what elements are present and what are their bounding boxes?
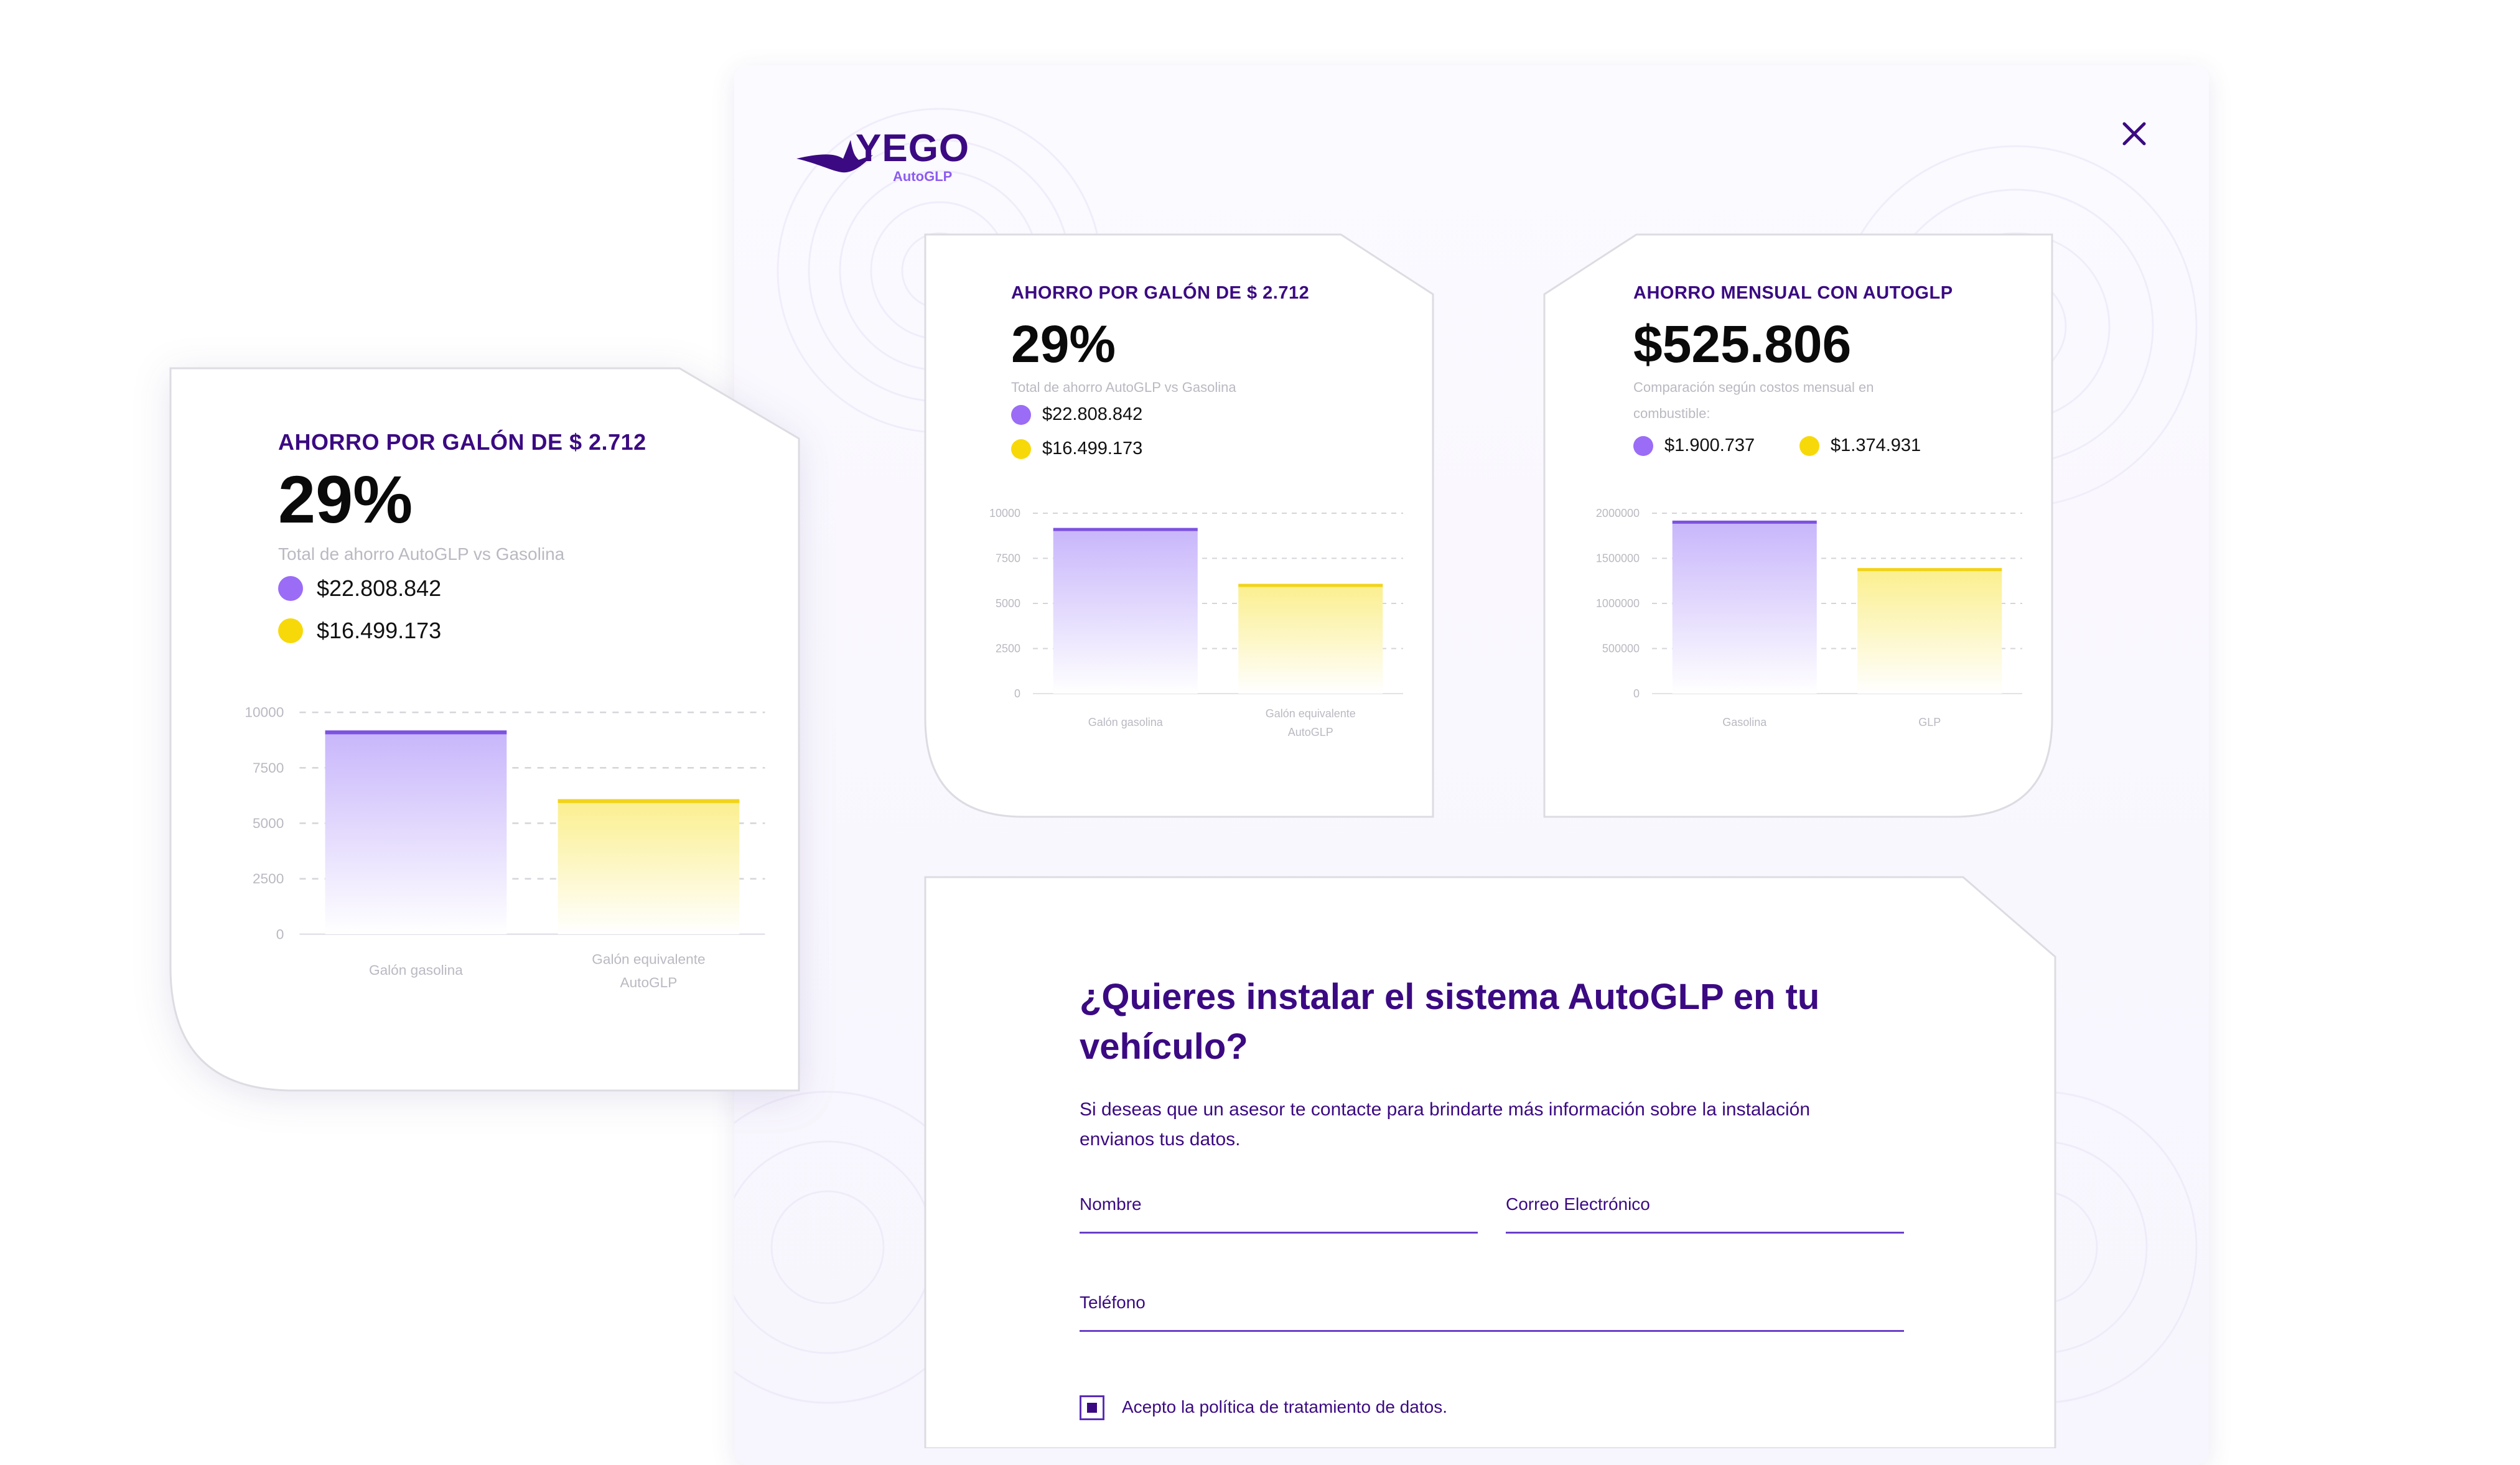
email-input[interactable] <box>1506 1208 1906 1229</box>
y-tick-label: 0 <box>276 926 284 942</box>
legend-glp: $1.374.931 <box>1799 435 1921 456</box>
bar-1 <box>558 801 740 934</box>
card-title: AHORRO MENSUAL CON AUTOGLP <box>1633 283 1953 303</box>
y-tick-label: 5000 <box>253 816 284 831</box>
x-tick-label: Gasolina <box>1722 716 1767 728</box>
card-title: AHORRO POR GALÓN DE $ 2.712 <box>1011 283 1310 303</box>
bar-chart: 0 2500 5000 7500 10000 Galón gasolina Galón eq… <box>245 705 765 990</box>
card-big-value: $525.806 <box>1633 315 1852 373</box>
legend-dot-yellow <box>1799 435 1819 456</box>
y-tick-label: 0 <box>1014 687 1020 700</box>
bar-0 <box>325 732 507 934</box>
x-tick-label: Galón equivalente AutoGLP <box>592 951 705 990</box>
card-big-value: 29% <box>1011 315 1116 373</box>
x-tick-label: Galón gasolina <box>1088 716 1164 728</box>
bar-chart: 0 500000 1000000 1500000 2000000 Gasolina GLP <box>1596 507 2022 728</box>
legend-dot-yellow <box>1011 439 1031 459</box>
bar-0 <box>1672 522 1817 694</box>
legend-dot-purple <box>1011 404 1031 425</box>
y-tick-label: 10000 <box>245 705 284 720</box>
gallon-savings-card: AHORRO POR GALÓN DE $ 2.712 29% Total de… <box>924 233 1434 818</box>
checkbox-check-icon <box>1087 1403 1097 1413</box>
gallon-savings-card-floating: AHORRO POR GALÓN DE $ 2.712 29% Total de… <box>169 367 801 1092</box>
card-subtitle-line2: combustible: <box>1633 406 1710 421</box>
name-input[interactable] <box>1080 1208 1480 1229</box>
y-tick-label: 10000 <box>989 507 1020 519</box>
legend-value: $16.499.173 <box>317 618 442 643</box>
brand-name: YEGO <box>856 127 970 170</box>
legend-dot-purple <box>278 576 303 601</box>
x-tick-label: Galón gasolina <box>369 962 463 978</box>
y-tick-label: 2500 <box>253 871 284 886</box>
legend-gasoline: $22.808.842 <box>1011 404 1142 425</box>
y-tick-label: 5000 <box>996 597 1020 610</box>
legend-value: $1.374.931 <box>1831 435 1921 455</box>
legend-glp: $16.499.173 <box>278 618 441 644</box>
x-tick-label: GLP <box>1918 716 1941 728</box>
card-subtitle: Total de ahorro AutoGLP vs Gasolina <box>1011 379 1236 395</box>
legend-value: $16.499.173 <box>1042 439 1143 458</box>
form-title: ¿Quieres instalar el sistema AutoGLP en … <box>1080 977 1820 1067</box>
yego-logo: YEGO AutoGLP <box>793 115 980 190</box>
legend-value: $22.808.842 <box>1042 404 1143 424</box>
consent-label: Acepto la política de tratamiento de dat… <box>1122 1397 1447 1416</box>
legend-glp: $16.499.173 <box>1011 439 1142 459</box>
card-subtitle-line1: Comparación según costos mensual en <box>1633 379 1874 395</box>
card-subtitle: Total de ahorro AutoGLP vs Gasolina <box>278 544 565 564</box>
bird-icon <box>796 140 873 173</box>
y-tick-label: 1500000 <box>1596 552 1640 565</box>
legend-gasoline: $22.808.842 <box>278 575 441 602</box>
bar-chart: 0 2500 5000 7500 10000 Galón gasolina Galón eq… <box>989 507 1403 738</box>
y-tick-label: 0 <box>1633 687 1640 700</box>
email-field[interactable]: Correo Electrónico <box>1506 1194 1906 1234</box>
y-tick-label: 2000000 <box>1596 507 1640 519</box>
monthly-savings-card: AHORRO MENSUAL CON AUTOGLP $525.806 Comp… <box>1543 233 2053 818</box>
card-big-value: 29% <box>278 462 413 537</box>
legend-gasoline: $1.900.737 <box>1633 435 1755 456</box>
legend-dot-purple <box>1633 435 1653 456</box>
name-field[interactable]: Nombre <box>1080 1194 1480 1234</box>
bar-0 <box>1053 529 1198 694</box>
close-button[interactable] <box>2109 109 2159 159</box>
contact-form-card: ¿Quieres instalar el sistema AutoGLP en … <box>924 876 2056 1448</box>
card-title: AHORRO POR GALÓN DE $ 2.712 <box>278 429 646 455</box>
legend-value: $22.808.842 <box>317 575 442 601</box>
legend-dot-yellow <box>278 618 303 643</box>
phone-input[interactable] <box>1080 1306 1906 1328</box>
x-tick-label: Galón equivalente AutoGLP <box>1266 707 1356 738</box>
brand-subname: AutoGLP <box>893 169 953 184</box>
form-description: Si deseas que un asesor te contacte para… <box>1080 1099 1810 1150</box>
close-icon <box>2122 122 2146 146</box>
y-tick-label: 7500 <box>996 552 1020 565</box>
legend-value: $1.900.737 <box>1664 435 1755 455</box>
y-tick-label: 2500 <box>996 643 1020 655</box>
y-tick-label: 7500 <box>253 760 284 776</box>
y-tick-label: 1000000 <box>1596 597 1640 610</box>
consent-checkbox[interactable] <box>1080 1395 1104 1420</box>
y-tick-label: 500000 <box>1602 643 1640 655</box>
phone-field[interactable]: Teléfono <box>1080 1293 1906 1332</box>
bar-1 <box>1857 569 2002 694</box>
bar-1 <box>1238 585 1383 694</box>
